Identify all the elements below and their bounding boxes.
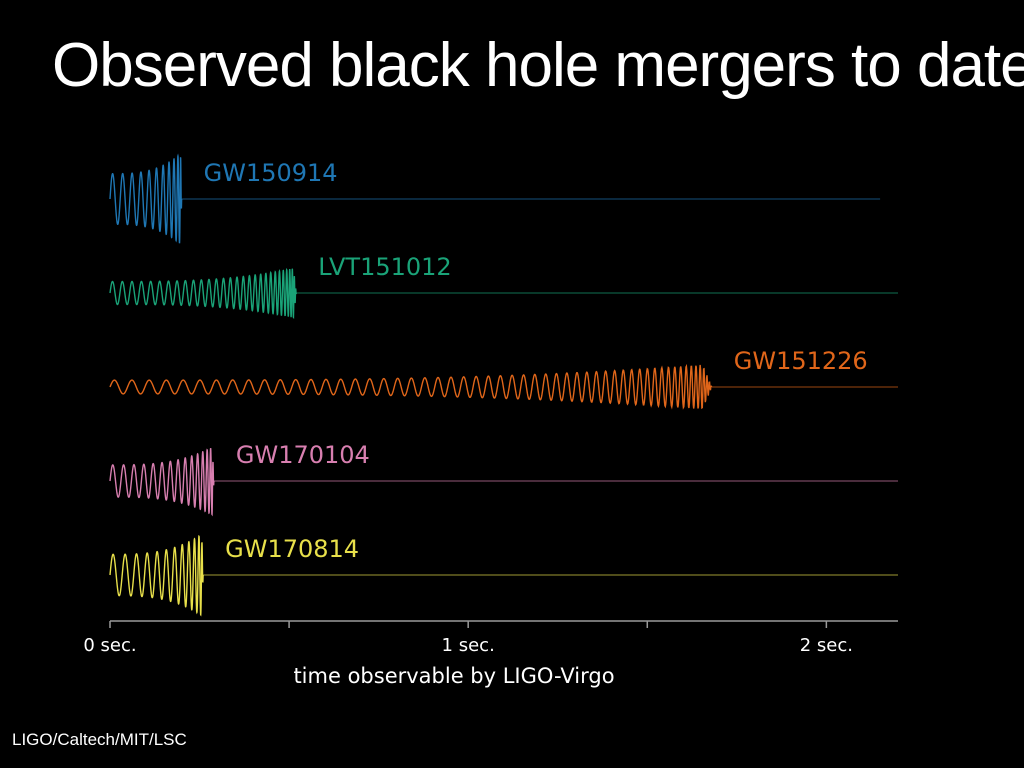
- x-axis-label: time observable by LIGO-Virgo: [293, 664, 614, 688]
- waveform-gw170814: [109, 534, 204, 617]
- x-tick-label: 0 sec.: [83, 635, 136, 656]
- waveform-gw150914: [109, 153, 183, 244]
- slide-title: Observed black hole mergers to date: [52, 31, 1024, 100]
- series-label: GW150914: [204, 159, 338, 187]
- waveform-gw170104: [109, 447, 215, 517]
- series-label: LVT151012: [318, 253, 451, 281]
- series-label: GW170814: [225, 535, 359, 563]
- x-tick-label: 2 sec.: [800, 635, 853, 656]
- series-gw151226: GW151226: [109, 347, 898, 410]
- waveform-gw151226: [109, 363, 713, 410]
- series-layer: GW150914 LVT151012 GW151226 GW170104 GW17081…: [109, 153, 898, 617]
- series-gw170104: GW170104: [109, 441, 898, 517]
- x-tick-label: 1 sec.: [442, 635, 495, 656]
- image-credit: LIGO/Caltech/MIT/LSC: [12, 730, 187, 749]
- series-label: GW170104: [236, 441, 370, 469]
- waveform-lvt151012: [109, 267, 297, 320]
- series-gw170814: GW170814: [109, 534, 898, 617]
- x-axis: 0 sec. 1 sec. 2 sec.: [83, 620, 898, 656]
- series-gw150914: GW150914: [109, 153, 881, 244]
- series-label: GW151226: [734, 347, 868, 375]
- series-lvt151012: LVT151012: [109, 253, 898, 320]
